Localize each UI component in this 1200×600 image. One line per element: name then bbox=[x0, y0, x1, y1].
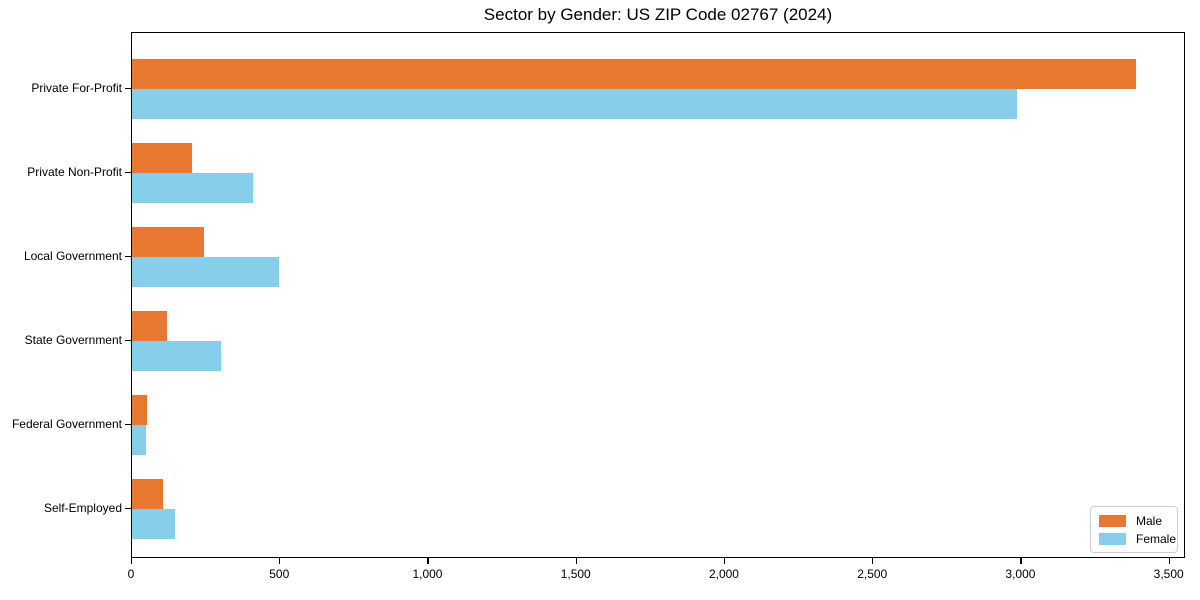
x-tick-mark bbox=[872, 558, 874, 564]
bar-female-self-employed bbox=[132, 509, 176, 539]
y-tick-mark bbox=[125, 256, 131, 258]
x-tick-mark bbox=[723, 558, 726, 564]
x-tick-label-3500: 3,500 bbox=[1153, 567, 1184, 581]
plot-area bbox=[131, 32, 1185, 558]
y-tick-label-local-government: Local Government bbox=[23, 249, 122, 263]
x-tick-label-3000: 3,000 bbox=[1005, 567, 1036, 581]
y-tick-mark bbox=[125, 424, 131, 426]
bar-male-private-non-profit bbox=[132, 143, 192, 173]
y-tick-label-state-government: State Government bbox=[24, 333, 122, 347]
x-tick-mark bbox=[131, 558, 133, 564]
x-tick-label-1000: 1,000 bbox=[412, 567, 443, 581]
y-tick-mark bbox=[125, 508, 131, 510]
legend-entry-female: Female bbox=[1099, 532, 1176, 546]
x-tick-mark bbox=[1168, 558, 1170, 564]
x-tick-mark bbox=[427, 558, 429, 564]
x-tick-mark bbox=[1020, 558, 1022, 564]
male-series-swatch bbox=[1099, 515, 1126, 527]
bar-male-federal-government bbox=[132, 395, 148, 425]
bar-male-self-employed bbox=[132, 479, 163, 509]
female-series-swatch bbox=[1099, 533, 1126, 545]
x-tick-label-500: 500 bbox=[269, 567, 290, 581]
legend: Male Female bbox=[1090, 506, 1178, 553]
legend-label-male: Male bbox=[1136, 514, 1163, 528]
x-tick-mark bbox=[279, 558, 281, 564]
y-tick-label-self-employed: Self-Employed bbox=[43, 501, 122, 515]
y-tick-label-federal-government: Federal Government bbox=[11, 417, 122, 431]
y-tick-mark bbox=[125, 172, 131, 174]
bar-female-federal-government bbox=[132, 425, 147, 455]
bar-female-local-government bbox=[132, 257, 280, 287]
bar-male-state-government bbox=[132, 311, 167, 341]
x-tick-label-1500: 1,500 bbox=[560, 567, 591, 581]
legend-label-female: Female bbox=[1136, 532, 1177, 546]
bar-male-local-government bbox=[132, 227, 205, 257]
legend-entry-male: Male bbox=[1099, 514, 1169, 528]
y-tick-mark bbox=[125, 88, 131, 90]
chart-title: Sector by Gender: US ZIP Code 02767 (202… bbox=[483, 5, 833, 24]
bar-female-state-government bbox=[132, 341, 221, 371]
x-tick-label-0: 0 bbox=[127, 567, 135, 581]
bar-male-private-for-profit bbox=[132, 59, 1136, 89]
bar-female-private-for-profit bbox=[132, 89, 1018, 119]
x-tick-mark bbox=[575, 558, 577, 564]
y-tick-label-private-for-profit: Private For-Profit bbox=[31, 81, 122, 95]
x-tick-label-2000: 2,000 bbox=[708, 567, 739, 581]
y-tick-mark bbox=[125, 340, 131, 342]
y-tick-label-private-non-profit: Private Non-Profit bbox=[27, 165, 122, 179]
x-tick-label-2500: 2,500 bbox=[857, 567, 888, 581]
bar-female-private-non-profit bbox=[132, 173, 254, 203]
